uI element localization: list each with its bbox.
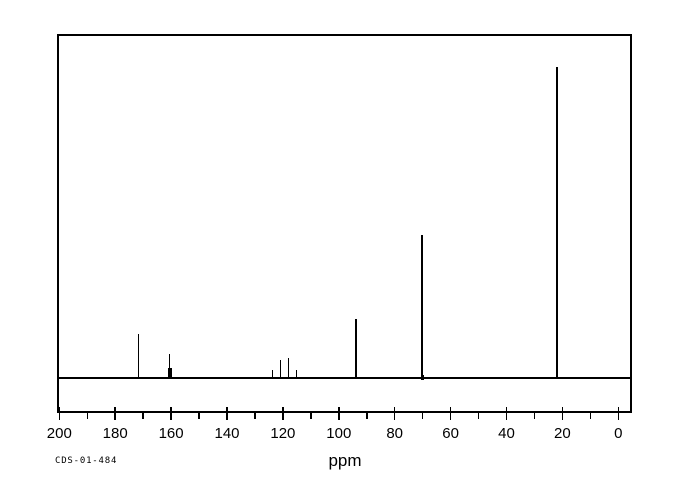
- peak-foot: [421, 374, 424, 380]
- peak: [295, 369, 297, 378]
- x-axis-minor-tick: [421, 413, 424, 419]
- x-axis-tick-label: 60: [442, 425, 459, 442]
- x-axis-major-tick: [58, 407, 61, 420]
- peak: [137, 333, 140, 378]
- x-axis-major-tick: [449, 407, 452, 420]
- peak: [280, 359, 282, 378]
- x-axis-tick-label: 180: [102, 425, 128, 442]
- x-axis-tick-label: 100: [326, 425, 352, 442]
- x-axis-minor-tick: [198, 413, 200, 419]
- x-axis-minor-tick: [477, 413, 480, 419]
- x-axis-tick-label: 0: [614, 425, 623, 442]
- x-axis-minor-tick: [254, 413, 256, 419]
- x-axis-tick-label: 40: [498, 425, 515, 442]
- x-axis-minor-tick: [366, 413, 368, 419]
- x-axis-major-tick: [282, 407, 284, 420]
- peak: [167, 367, 173, 378]
- x-axis-major-tick: [617, 407, 620, 420]
- peak: [168, 353, 171, 378]
- peak: [556, 66, 558, 378]
- x-axis-major-tick: [170, 407, 172, 420]
- sample-id-label: CDS-01-484: [55, 456, 118, 466]
- plot-area: [57, 34, 632, 413]
- x-axis-minor-tick: [589, 413, 592, 419]
- peak: [355, 318, 357, 378]
- x-axis-label: ppm: [328, 451, 362, 470]
- x-axis-major-tick: [338, 407, 340, 420]
- x-axis-major-tick: [505, 407, 508, 420]
- x-axis-major-tick: [114, 407, 116, 420]
- x-axis-major-tick: [393, 407, 396, 420]
- x-axis-minor-tick: [310, 413, 312, 419]
- x-axis-tick-label: 140: [214, 425, 240, 442]
- x-axis-tick-label: 80: [386, 425, 404, 442]
- x-axis-tick-label: 120: [270, 425, 296, 442]
- peak: [421, 234, 423, 378]
- x-axis-minor-tick: [86, 413, 88, 419]
- spectrum-baseline: [58, 376, 631, 379]
- x-axis-major-tick: [226, 407, 228, 420]
- x-axis-tick-label: 200: [46, 425, 72, 442]
- x-axis-tick-label: 160: [158, 425, 184, 442]
- x-axis-minor-tick: [533, 413, 536, 419]
- peak: [287, 357, 289, 378]
- x-axis-tick-label: 20: [554, 425, 571, 442]
- x-axis-major-tick: [561, 407, 564, 420]
- peak: [272, 369, 274, 378]
- x-axis-minor-tick: [142, 413, 144, 419]
